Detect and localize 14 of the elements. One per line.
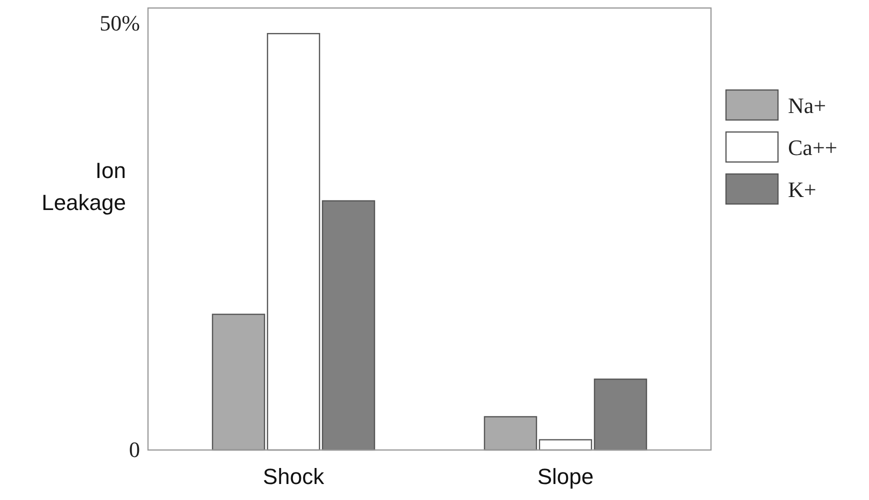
legend-label: K+ (788, 177, 816, 202)
legend-label: Ca++ (788, 135, 838, 160)
y-axis-title: Ion Leakage (42, 158, 126, 215)
bar (484, 416, 538, 451)
x-tick-label: Shock (262, 464, 326, 489)
y-tick-label: 50% (100, 10, 140, 36)
x-tick-label: Slope (537, 464, 594, 489)
bar (594, 378, 648, 451)
bar (266, 33, 320, 451)
legend-label: Na+ (788, 93, 826, 118)
bar (212, 314, 266, 451)
bar (322, 200, 376, 451)
y-tick-label: 0 (129, 437, 140, 462)
bar (538, 439, 592, 451)
